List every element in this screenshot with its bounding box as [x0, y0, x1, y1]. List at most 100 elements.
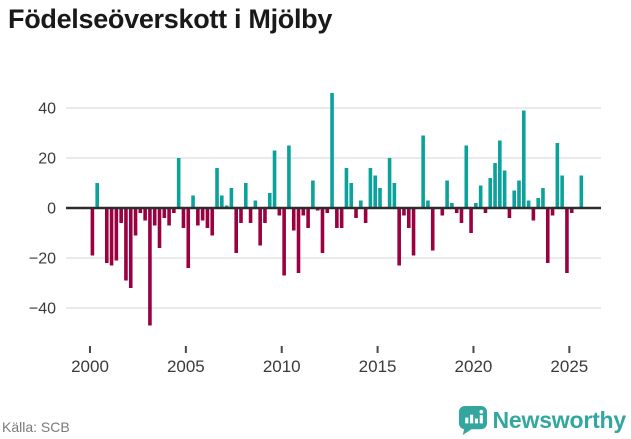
- bar: [454, 208, 459, 213]
- y-tick-label: −40: [29, 301, 56, 318]
- bar: [272, 150, 277, 208]
- newsworthy-wordmark: Newsworthy: [492, 406, 627, 433]
- bar: [569, 208, 574, 213]
- bar: [243, 183, 248, 208]
- bar: [287, 145, 291, 208]
- bar: [411, 208, 416, 256]
- bar: [392, 183, 397, 208]
- bar: [186, 208, 191, 268]
- bar: [421, 135, 425, 208]
- x-tick-mark: [89, 346, 91, 353]
- bar: [124, 208, 128, 281]
- bar: [296, 208, 301, 273]
- bar: [406, 208, 411, 228]
- bar: [335, 208, 339, 228]
- x-tick-label: 2000: [71, 357, 109, 376]
- bar: [483, 208, 488, 213]
- bar: [325, 208, 330, 213]
- bar: [507, 208, 512, 218]
- bar: [517, 180, 521, 208]
- bar: [200, 208, 205, 221]
- x-tick-label: 2005: [167, 357, 205, 376]
- bar: [138, 208, 143, 213]
- y-tick-label: 20: [38, 151, 56, 168]
- bar: [239, 208, 243, 223]
- bar: [205, 208, 210, 228]
- bar: [330, 93, 334, 208]
- bar: [196, 208, 200, 226]
- bar: [450, 203, 454, 208]
- bar: [291, 208, 296, 231]
- bar: [373, 175, 377, 208]
- bar: [545, 208, 550, 263]
- bar: [531, 208, 536, 221]
- bar: [493, 163, 497, 208]
- bar: [234, 208, 238, 253]
- bar: [560, 175, 564, 208]
- bar: [148, 208, 152, 326]
- bar: [162, 208, 167, 218]
- bar: [104, 208, 109, 263]
- bar: [344, 168, 349, 208]
- bar: [522, 110, 526, 208]
- bar: [541, 188, 545, 208]
- bar: [498, 140, 502, 208]
- bar: [440, 208, 445, 216]
- newsworthy-bubble-chart-icon: [458, 405, 487, 435]
- bar: [536, 198, 540, 208]
- bar: [363, 208, 368, 223]
- bar: [128, 208, 133, 288]
- x-tick-mark: [280, 346, 283, 353]
- bar: [469, 208, 473, 233]
- x-tick-label: 2025: [550, 357, 588, 376]
- bar: [133, 208, 138, 236]
- bar: [354, 208, 358, 218]
- y-tick-label: −20: [29, 251, 56, 268]
- bar: [119, 208, 123, 223]
- bar: [378, 188, 382, 208]
- bar: [109, 208, 114, 266]
- bar: [220, 195, 224, 208]
- bar: [359, 200, 363, 208]
- newsworthy-logo[interactable]: Newsworthy: [457, 404, 626, 436]
- bar: [311, 180, 315, 208]
- bar: [176, 158, 181, 208]
- bar: [478, 185, 483, 208]
- bar: [277, 208, 282, 216]
- bar: [488, 178, 493, 208]
- bar: [349, 183, 354, 208]
- bar: [172, 208, 176, 213]
- bar: [339, 208, 344, 228]
- x-tick-mark: [568, 346, 571, 353]
- x-tick-mark: [472, 346, 475, 353]
- bar: [267, 193, 272, 208]
- bar: [474, 203, 478, 208]
- source-label: Källa: SCB: [2, 419, 70, 435]
- bar: [445, 180, 449, 208]
- x-tick-mark: [184, 346, 187, 353]
- birth-surplus-bar-chart: 40 20 0 −20 −40 2000 2005 2010 2015 2020 2025: [29, 93, 601, 376]
- bar: [229, 188, 234, 208]
- bar: [430, 208, 435, 251]
- bar: [248, 208, 253, 223]
- bar: [459, 208, 464, 223]
- bar: [90, 208, 95, 256]
- bar: [152, 208, 157, 226]
- bar: [143, 208, 147, 221]
- bar: [306, 208, 310, 228]
- bar: [114, 208, 119, 261]
- x-tick-mark: [376, 346, 379, 353]
- bar: [181, 208, 186, 228]
- bar: [258, 208, 262, 246]
- bar: [426, 200, 430, 208]
- bar: [167, 208, 171, 226]
- bar: [550, 208, 555, 216]
- bar: [397, 208, 401, 266]
- bar: [502, 170, 507, 208]
- y-tick-label: 0: [47, 201, 56, 218]
- bar: [464, 145, 469, 208]
- bar: [402, 208, 406, 216]
- bar: [95, 183, 99, 208]
- x-tick-label: 2015: [359, 357, 397, 376]
